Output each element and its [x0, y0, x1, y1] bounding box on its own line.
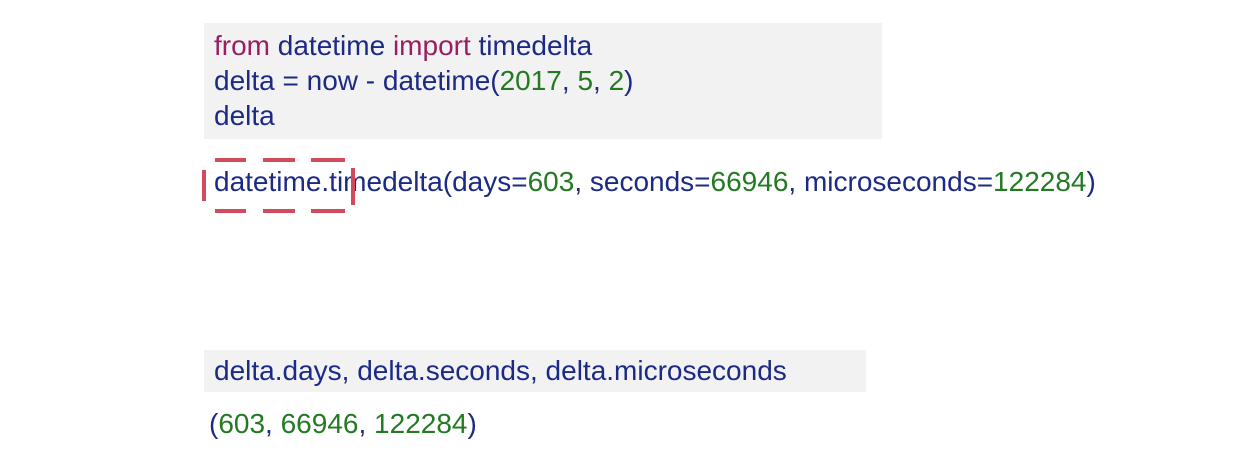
output-sep: , seconds=: [574, 166, 711, 197]
seconds-value: 66946: [280, 408, 359, 439]
dash: [263, 209, 295, 213]
year-arg: 2017: [499, 65, 562, 96]
day-arg: 2: [608, 65, 625, 96]
output-2: (603, 66946, 122284): [209, 406, 477, 441]
close-paren: ): [467, 408, 477, 439]
microseconds-value: 122284: [374, 408, 468, 439]
keyword-import: import: [392, 30, 471, 61]
sep: ,: [593, 65, 609, 96]
code-line-attrs: delta.days, delta.seconds, delta.microse…: [214, 355, 787, 386]
output-1: datetime.timedelta(days=603, seconds=669…: [214, 164, 1096, 199]
close-paren: ): [1086, 166, 1096, 197]
seconds-value: 66946: [710, 166, 789, 197]
output-sep: ,: [265, 408, 281, 439]
open-paren: (: [209, 408, 219, 439]
assign-expr: delta = now - datetime(: [214, 65, 500, 96]
sep: ,: [561, 65, 578, 96]
module-name: datetime: [270, 30, 393, 61]
dash: [311, 158, 345, 162]
output-sep: , microseconds=: [788, 166, 994, 197]
dash: [351, 168, 355, 205]
days-value: 603: [218, 408, 266, 439]
month-arg: 5: [577, 65, 594, 96]
days-value: 603: [527, 166, 575, 197]
keyword-from: from: [214, 30, 270, 61]
code-line-assign: delta = now - datetime(2017, 5, 2): [214, 63, 634, 98]
code-cell-2[interactable]: delta.days, delta.seconds, delta.microse…: [204, 350, 866, 392]
code-line-import: from datetime import timedelta: [214, 28, 592, 63]
code-cell-1[interactable]: from datetime import timedelta delta = n…: [204, 23, 882, 139]
code-line-delta: delta: [214, 100, 275, 131]
imported-name: timedelta: [470, 30, 593, 61]
output-sep: ,: [358, 408, 375, 439]
dash: [263, 158, 295, 162]
output-prefix: datetime.timedelta(days=: [214, 166, 528, 197]
dash: [311, 209, 345, 213]
close-paren: ): [624, 65, 634, 96]
microseconds-value: 122284: [993, 166, 1087, 197]
dash: [215, 158, 246, 162]
dash: [215, 209, 246, 213]
dash: [202, 170, 206, 201]
